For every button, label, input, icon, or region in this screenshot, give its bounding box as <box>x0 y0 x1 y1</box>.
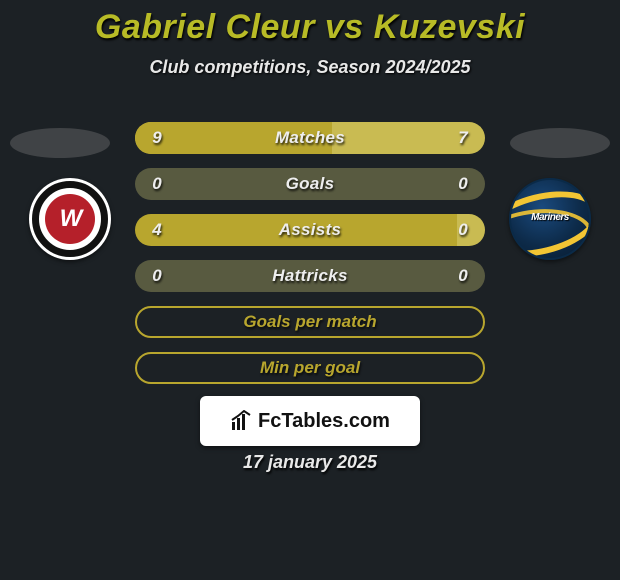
stat-right-value: 7 <box>443 122 483 154</box>
fctables-logo: FcTables.com <box>230 410 390 433</box>
chart-icon <box>230 410 254 432</box>
page-title: Gabriel Cleur vs Kuzevski <box>0 0 620 47</box>
stat-right-value: 0 <box>443 214 483 246</box>
stat-row-assists: 4 0Assists <box>135 214 485 246</box>
stat-row-hattricks: 0 0Hattricks <box>135 260 485 292</box>
right-club-badge: Mariners <box>500 178 600 260</box>
attribution-box: FcTables.com <box>200 396 420 446</box>
stat-label: Goals <box>135 168 485 200</box>
wsw-badge-text: W <box>60 205 81 233</box>
stat-left-value: 0 <box>137 168 177 200</box>
stat-label: Hattricks <box>135 260 485 292</box>
stat-right-value: 0 <box>443 168 483 200</box>
wsw-badge: W <box>29 178 111 260</box>
left-club-badge: W <box>20 178 120 260</box>
stat-label: Goals per match <box>137 308 483 336</box>
stat-row-min-per-goal: Min per goal <box>135 352 485 384</box>
comparison-card: Gabriel Cleur vs Kuzevski Club competiti… <box>0 0 620 580</box>
date-text: 17 january 2025 <box>0 452 620 473</box>
stat-label: Assists <box>135 214 485 246</box>
stats-bars: 97Matches00Goals40Assists00HattricksGoal… <box>135 122 485 398</box>
stat-left-value: 0 <box>137 260 177 292</box>
page-subtitle: Club competitions, Season 2024/2025 <box>0 57 620 78</box>
stat-row-matches: 9 7Matches <box>135 122 485 154</box>
stat-row-goals-per-match: Goals per match <box>135 306 485 338</box>
right-ellipse <box>510 128 610 158</box>
left-ellipse <box>10 128 110 158</box>
stat-row-goals: 0 0Goals <box>135 168 485 200</box>
ccm-badge: Mariners <box>509 178 591 260</box>
stat-left-value: 9 <box>137 122 177 154</box>
stat-label: Min per goal <box>137 354 483 382</box>
ccm-badge-text: Mariners <box>511 212 589 223</box>
attribution-text: FcTables.com <box>258 410 390 433</box>
stat-label: Matches <box>135 122 485 154</box>
stat-right-value: 0 <box>443 260 483 292</box>
stat-left-value: 4 <box>137 214 177 246</box>
